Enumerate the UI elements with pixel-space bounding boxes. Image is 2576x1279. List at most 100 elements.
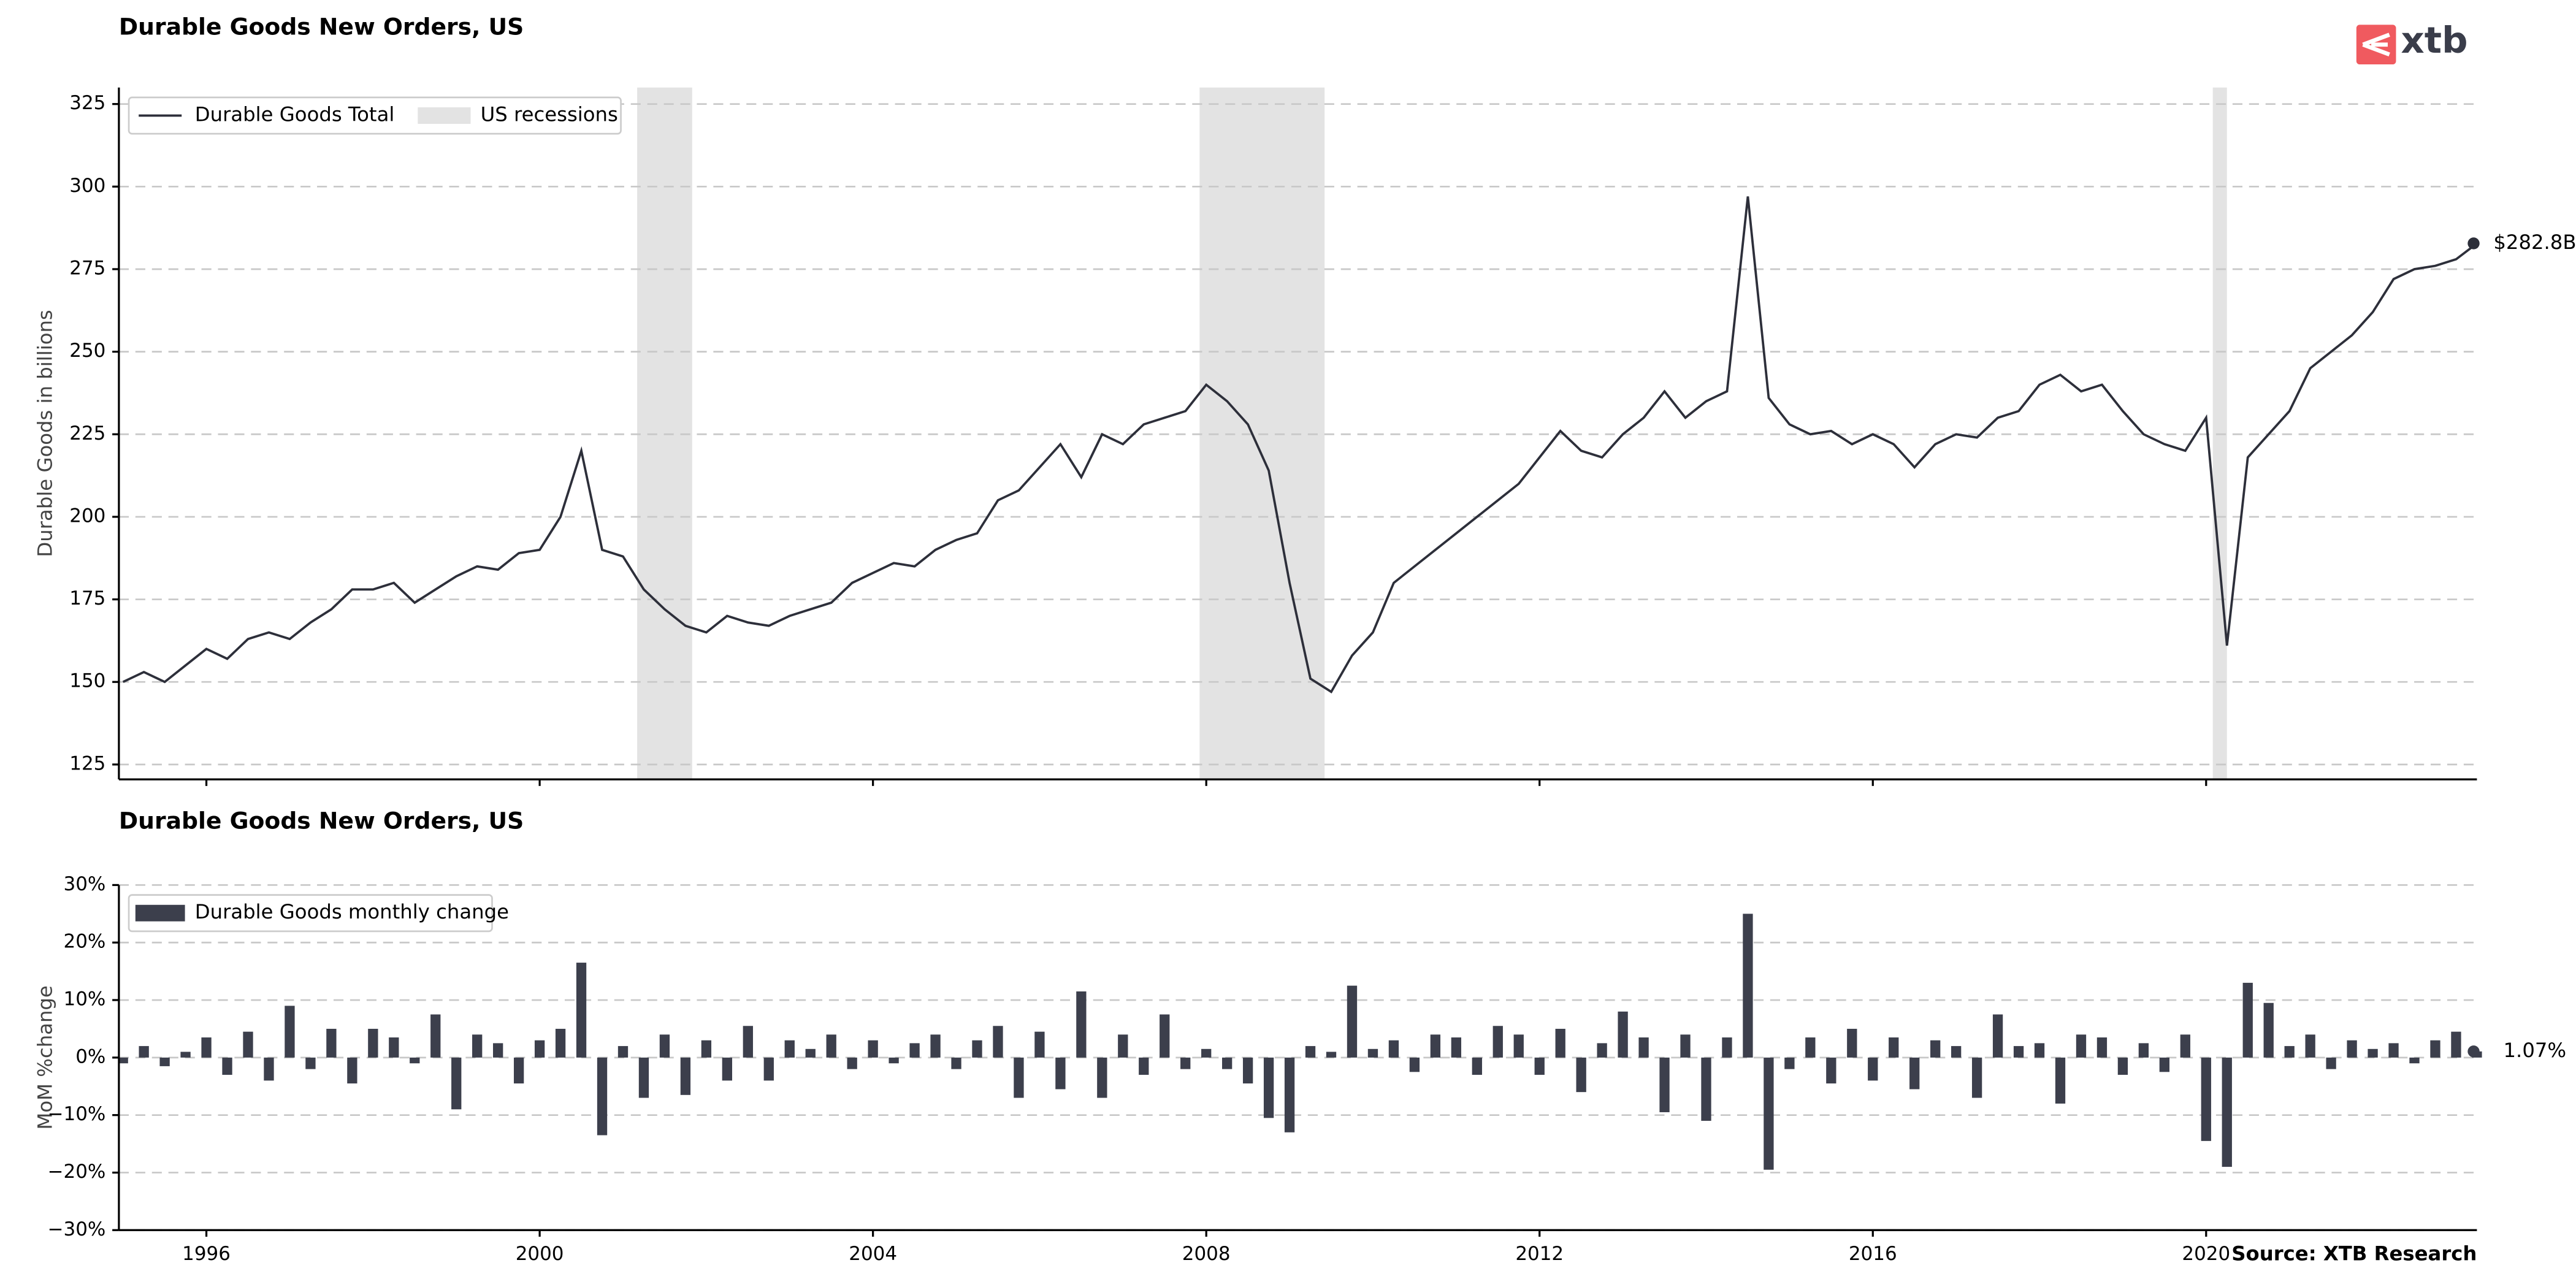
- y-tick-label: 325: [69, 92, 105, 114]
- bar: [305, 1057, 316, 1069]
- bar: [118, 1057, 128, 1064]
- y-tick-label: 20%: [64, 931, 106, 953]
- bar: [826, 1034, 836, 1058]
- bar: [1076, 991, 1087, 1058]
- bar: [1242, 1057, 1253, 1084]
- bar: [2326, 1057, 2336, 1069]
- bar: [326, 1028, 337, 1058]
- bar: [1659, 1057, 1670, 1112]
- x-tick-label: 2012: [1515, 1243, 1564, 1265]
- last-value-label: $282.8B: [2493, 231, 2576, 254]
- bar: [2305, 1034, 2315, 1058]
- bar: [1347, 985, 1358, 1058]
- bar: [1784, 1057, 1795, 1069]
- bar: [2138, 1043, 2149, 1058]
- last-point: [2467, 237, 2480, 250]
- bar: [159, 1057, 170, 1066]
- bar: [2013, 1046, 2024, 1058]
- logo-mark: [2362, 32, 2390, 57]
- bar: [139, 1046, 149, 1058]
- bar: [889, 1057, 899, 1064]
- bar: [2263, 1002, 2274, 1058]
- bar: [1014, 1057, 1024, 1098]
- bar: [680, 1057, 691, 1095]
- y-tick-label: 150: [69, 670, 105, 692]
- bar: [1805, 1037, 1816, 1058]
- chart-title: Durable Goods New Orders, US: [119, 13, 524, 40]
- bar: [368, 1028, 378, 1058]
- bar: [2076, 1034, 2087, 1058]
- x-tick-label: 1996: [182, 1243, 231, 1265]
- bar: [534, 1040, 545, 1058]
- last-point: [2467, 1045, 2480, 1058]
- bar: [597, 1057, 608, 1136]
- x-tick-label: 2000: [516, 1243, 564, 1265]
- bar: [784, 1040, 795, 1058]
- legend-swatch: [418, 107, 471, 124]
- bar: [1160, 1014, 1170, 1058]
- bar: [1430, 1034, 1441, 1058]
- bar: [1451, 1037, 1461, 1058]
- bar: [1826, 1057, 1836, 1084]
- bar: [180, 1052, 191, 1058]
- bar: [493, 1043, 503, 1058]
- bar: [1055, 1057, 1066, 1090]
- bar: [1139, 1057, 1149, 1075]
- bar: [1680, 1034, 1691, 1058]
- y-tick-label: −30%: [48, 1218, 106, 1240]
- bar: [868, 1040, 878, 1058]
- bar: [701, 1040, 712, 1058]
- y-tick-label: 10%: [64, 988, 106, 1010]
- x-tick-label: 2004: [849, 1243, 897, 1265]
- y-axis-label: Durable Goods in billions: [33, 310, 56, 557]
- bar: [2242, 982, 2253, 1058]
- y-axis-label: MoM %change: [33, 985, 56, 1129]
- bar: [638, 1057, 649, 1098]
- y-tick-label: 30%: [64, 873, 106, 895]
- bar: [201, 1037, 212, 1058]
- data-line: [122, 196, 2478, 694]
- bar: [993, 1026, 1003, 1058]
- bar: [1909, 1057, 1920, 1090]
- bar: [2347, 1040, 2357, 1058]
- bar: [1492, 1026, 1503, 1058]
- bar: [1971, 1057, 1982, 1098]
- bar: [1930, 1040, 1941, 1058]
- bar: [2430, 1040, 2440, 1058]
- bar: [1263, 1057, 1274, 1118]
- bar: [451, 1057, 462, 1110]
- bar: [285, 1006, 295, 1058]
- x-tick-label: 2008: [1182, 1243, 1231, 1265]
- bar: [2409, 1057, 2420, 1064]
- bar: [1638, 1037, 1649, 1058]
- x-tick-label: 2016: [1849, 1243, 1897, 1265]
- bar: [2055, 1057, 2066, 1104]
- bar: [1597, 1043, 1607, 1058]
- y-tick-label: 200: [69, 505, 105, 527]
- bar: [1764, 1057, 1774, 1170]
- y-tick-label: 225: [69, 422, 105, 445]
- legend-label: Durable Goods monthly change: [195, 900, 509, 923]
- bar: [1472, 1057, 1482, 1075]
- y-tick-label: 0%: [75, 1045, 105, 1067]
- bar: [2180, 1034, 2190, 1058]
- bar: [1201, 1048, 1212, 1058]
- bar: [410, 1057, 420, 1064]
- bar: [763, 1057, 774, 1081]
- x-tick-label: 2020: [2182, 1243, 2230, 1265]
- bar: [2096, 1037, 2108, 1058]
- bar: [389, 1037, 399, 1058]
- bar: [1847, 1028, 1857, 1058]
- bar: [930, 1034, 941, 1058]
- y-tick-label: −20%: [48, 1161, 106, 1183]
- bar: [1513, 1034, 1524, 1058]
- bar: [1367, 1048, 1378, 1058]
- bar: [472, 1034, 483, 1058]
- bar: [951, 1057, 961, 1069]
- legend-swatch: [135, 904, 185, 922]
- bar: [576, 963, 587, 1058]
- legend-label: US recessions: [481, 103, 618, 126]
- bar: [2284, 1046, 2295, 1058]
- y-tick-label: −10%: [48, 1103, 106, 1125]
